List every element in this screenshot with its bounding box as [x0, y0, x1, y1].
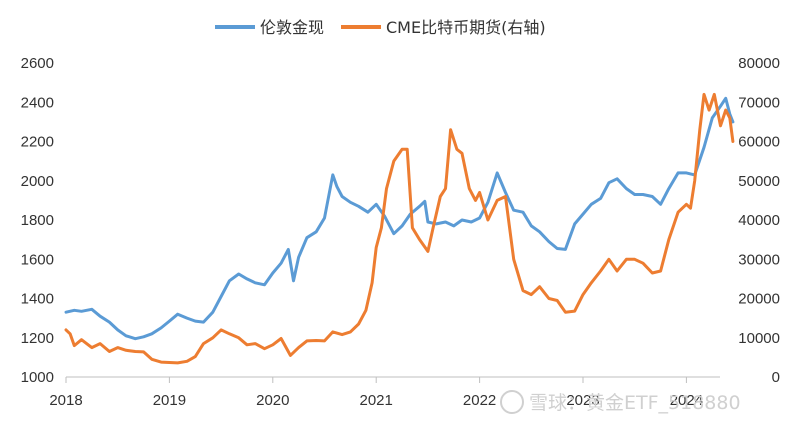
left-y-tick-label: 2200	[21, 134, 54, 151]
x-tick-label: 2021	[360, 392, 393, 409]
x-tick-label: 2019	[153, 392, 186, 409]
x-tick-labels: 2018 2019 2020 2021 2022 2023 2024	[49, 392, 703, 409]
snowball-logo-icon	[500, 390, 524, 414]
right-y-tick-label: 20000	[738, 291, 780, 308]
x-tick-label: 2023	[566, 392, 599, 409]
series-line-btc	[64, 92, 735, 365]
right-y-tick-label: 80000	[738, 55, 780, 72]
right-y-tick-labels: 0 10000 20000 30000 40000 50000 60000 70000 8000…	[738, 55, 780, 386]
left-y-tick-labels: 1000 1200 1400 1600 1800 2000 2200 2400 2600	[21, 55, 54, 386]
watermark: 雪球：黄金ETF_518880	[500, 390, 741, 414]
right-y-tick-label: 0	[772, 369, 780, 386]
series-line-gold	[64, 96, 735, 341]
left-y-tick-label: 1600	[21, 251, 54, 268]
left-y-tick-label: 2400	[21, 94, 54, 111]
x-tick-label: 2022	[463, 392, 496, 409]
x-tick-label: 2024	[670, 392, 703, 409]
left-y-tick-label: 1400	[21, 291, 54, 308]
legend-label-btc: CME比特币期货(右轴)	[386, 18, 546, 37]
watermark-text: 雪球：黄金ETF_518880	[529, 392, 741, 414]
legend: 伦敦金现 CME比特币期货(右轴)	[215, 18, 546, 37]
x-tick-marks	[65, 377, 687, 383]
right-y-tick-label: 50000	[738, 173, 780, 190]
series-layer	[64, 92, 735, 365]
right-y-tick-label: 30000	[738, 251, 780, 268]
x-tick-label: 2020	[256, 392, 289, 409]
left-y-tick-label: 1000	[21, 369, 54, 386]
legend-label-gold: 伦敦金现	[260, 18, 324, 37]
right-y-tick-label: 40000	[738, 212, 780, 229]
left-y-tick-label: 1800	[21, 212, 54, 229]
right-y-tick-label: 60000	[738, 134, 780, 151]
x-tick-label: 2018	[49, 392, 82, 409]
left-y-tick-label: 1200	[21, 330, 54, 347]
left-y-tick-label: 2600	[21, 55, 54, 72]
right-y-tick-label: 10000	[738, 330, 780, 347]
left-y-tick-label: 2000	[21, 173, 54, 190]
right-y-tick-label: 70000	[738, 94, 780, 111]
